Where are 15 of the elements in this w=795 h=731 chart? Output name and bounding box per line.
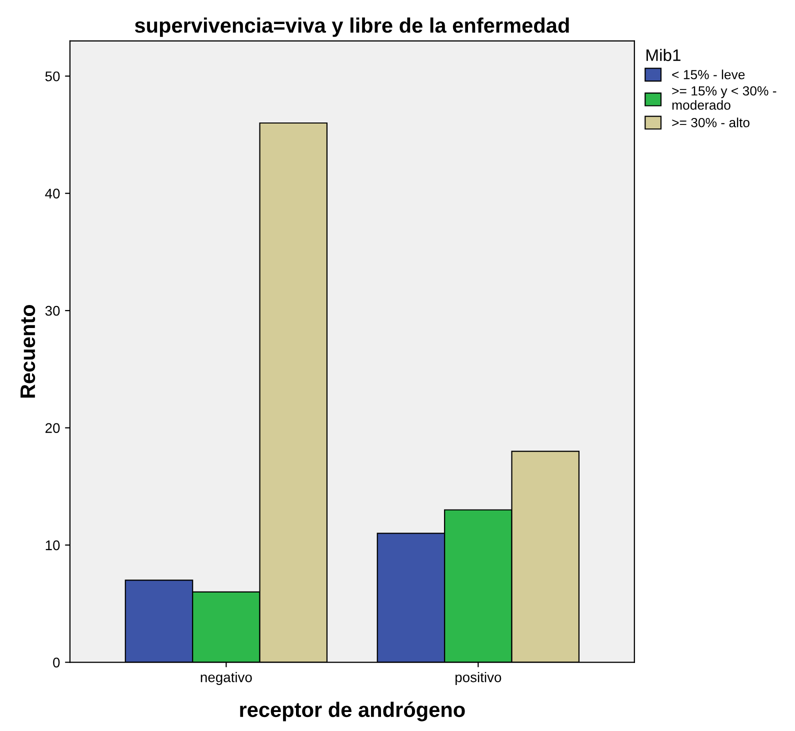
y-tick-label: 50 (45, 71, 60, 82)
legend-label: >= 30% - alto (672, 118, 750, 128)
y-tick-label: 10 (46, 540, 60, 550)
y-axis-title: Recuento (20, 304, 36, 398)
legend-title: Mib1 (646, 48, 680, 62)
x-tick-label: positivo (456, 672, 502, 685)
legend-label: < 15% - leve (672, 70, 745, 80)
x-tick-label: negativo (200, 672, 252, 685)
legend-label: >= 15% y < 30% - moderado (672, 86, 776, 110)
y-tick-label: 40 (45, 188, 60, 199)
y-tick-label: 0 (53, 658, 60, 668)
y-tick-label: 20 (45, 423, 60, 433)
y-tick-label: 30 (45, 306, 60, 316)
chart-title: supervivencia=viva y libre de la enfermedad (134, 18, 569, 37)
x-axis-title: receptor de andrógeno (240, 702, 465, 722)
